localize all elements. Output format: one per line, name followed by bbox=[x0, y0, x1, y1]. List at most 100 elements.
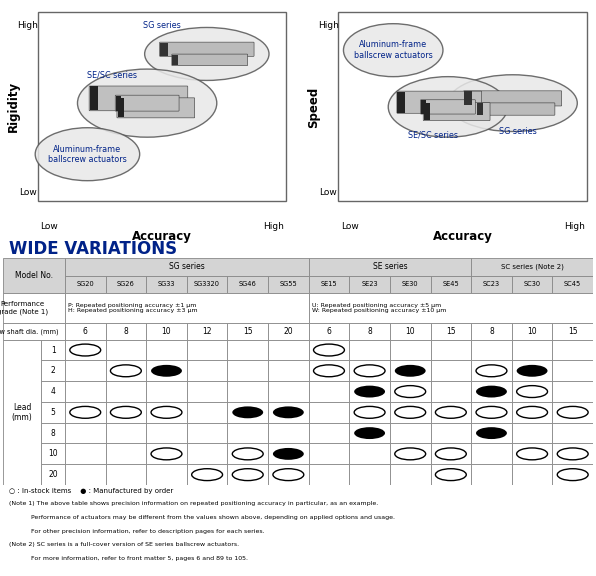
Bar bbox=[172, 55, 178, 65]
Bar bbox=[105, 340, 146, 361]
Bar bbox=[38, 12, 287, 202]
Bar bbox=[228, 381, 268, 402]
Bar bbox=[421, 100, 426, 113]
Bar bbox=[228, 276, 268, 293]
Text: 20: 20 bbox=[284, 327, 293, 336]
Bar bbox=[349, 323, 390, 340]
Bar bbox=[339, 12, 587, 202]
Bar bbox=[65, 323, 105, 340]
Bar bbox=[512, 444, 552, 464]
Bar bbox=[390, 402, 430, 423]
Bar bbox=[41, 444, 65, 464]
Text: SG3320: SG3320 bbox=[194, 281, 220, 287]
Bar bbox=[65, 258, 309, 276]
Bar bbox=[268, 323, 309, 340]
FancyBboxPatch shape bbox=[115, 95, 179, 111]
Bar bbox=[552, 323, 593, 340]
Bar bbox=[228, 402, 268, 423]
Bar bbox=[146, 340, 187, 361]
Text: 20: 20 bbox=[48, 470, 58, 479]
Bar bbox=[228, 361, 268, 381]
Text: Aluminum-frame
ballscrew actuators: Aluminum-frame ballscrew actuators bbox=[48, 145, 127, 164]
Bar bbox=[146, 381, 187, 402]
Ellipse shape bbox=[343, 24, 443, 77]
Text: 10: 10 bbox=[162, 327, 171, 336]
Text: SG series: SG series bbox=[143, 21, 181, 30]
Bar bbox=[512, 323, 552, 340]
Bar bbox=[146, 323, 187, 340]
Bar bbox=[552, 423, 593, 444]
Text: SE series: SE series bbox=[372, 263, 407, 271]
Bar bbox=[309, 423, 349, 444]
Text: Performance
grade (Note 1): Performance grade (Note 1) bbox=[0, 301, 48, 314]
Text: 8: 8 bbox=[367, 327, 372, 336]
Bar bbox=[552, 464, 593, 485]
Bar bbox=[512, 381, 552, 402]
Bar bbox=[471, 444, 512, 464]
Bar bbox=[309, 464, 349, 485]
Text: Low: Low bbox=[341, 222, 359, 230]
Text: 2: 2 bbox=[51, 366, 55, 376]
Circle shape bbox=[273, 448, 304, 460]
Bar bbox=[105, 423, 146, 444]
Bar bbox=[471, 323, 512, 340]
Bar bbox=[477, 103, 483, 115]
Bar bbox=[146, 423, 187, 444]
Text: 10: 10 bbox=[405, 327, 415, 336]
Bar bbox=[268, 340, 309, 361]
Bar bbox=[464, 92, 472, 105]
Bar bbox=[512, 423, 552, 444]
Text: 8: 8 bbox=[123, 327, 128, 336]
Text: SC30: SC30 bbox=[523, 281, 541, 287]
Text: SC45: SC45 bbox=[564, 281, 581, 287]
Text: Speed: Speed bbox=[308, 86, 321, 127]
Bar bbox=[268, 361, 309, 381]
Text: High: High bbox=[17, 21, 38, 30]
Text: Accuracy: Accuracy bbox=[433, 230, 493, 243]
Text: Lead
(mm): Lead (mm) bbox=[12, 403, 33, 422]
Bar bbox=[187, 381, 228, 402]
Bar bbox=[552, 444, 593, 464]
Bar bbox=[105, 444, 146, 464]
Circle shape bbox=[476, 385, 507, 397]
Bar bbox=[552, 276, 593, 293]
Bar bbox=[471, 340, 512, 361]
Bar bbox=[430, 276, 471, 293]
Text: Low: Low bbox=[40, 222, 58, 230]
Bar bbox=[309, 276, 349, 293]
Text: Low: Low bbox=[18, 188, 36, 196]
Bar bbox=[268, 444, 309, 464]
Bar bbox=[65, 361, 105, 381]
Bar bbox=[105, 381, 146, 402]
Text: (Note 2) SC series is a full-cover version of SE series ballscrew actuators.: (Note 2) SC series is a full-cover versi… bbox=[9, 542, 239, 547]
Text: SC series (Note 2): SC series (Note 2) bbox=[501, 264, 564, 270]
Bar bbox=[105, 361, 146, 381]
Ellipse shape bbox=[77, 69, 217, 137]
Bar bbox=[105, 323, 146, 340]
Ellipse shape bbox=[388, 77, 508, 137]
Text: SG20: SG20 bbox=[76, 281, 94, 287]
Bar bbox=[105, 276, 146, 293]
Bar bbox=[146, 444, 187, 464]
FancyBboxPatch shape bbox=[160, 42, 254, 56]
Text: SE15: SE15 bbox=[321, 281, 337, 287]
Bar bbox=[512, 361, 552, 381]
Bar bbox=[3, 340, 41, 485]
Bar bbox=[65, 381, 105, 402]
Ellipse shape bbox=[35, 128, 139, 181]
Text: 6: 6 bbox=[83, 327, 88, 336]
Text: 8: 8 bbox=[489, 327, 494, 336]
Text: High: High bbox=[318, 21, 339, 30]
Bar bbox=[3, 293, 65, 323]
Bar bbox=[117, 98, 125, 118]
Circle shape bbox=[151, 365, 182, 377]
Bar bbox=[430, 323, 471, 340]
Bar bbox=[228, 444, 268, 464]
Ellipse shape bbox=[145, 28, 269, 81]
Bar bbox=[552, 340, 593, 361]
Text: 4: 4 bbox=[51, 387, 55, 396]
Text: Low: Low bbox=[319, 188, 337, 196]
Bar bbox=[471, 361, 512, 381]
Bar bbox=[228, 340, 268, 361]
FancyBboxPatch shape bbox=[421, 100, 476, 114]
